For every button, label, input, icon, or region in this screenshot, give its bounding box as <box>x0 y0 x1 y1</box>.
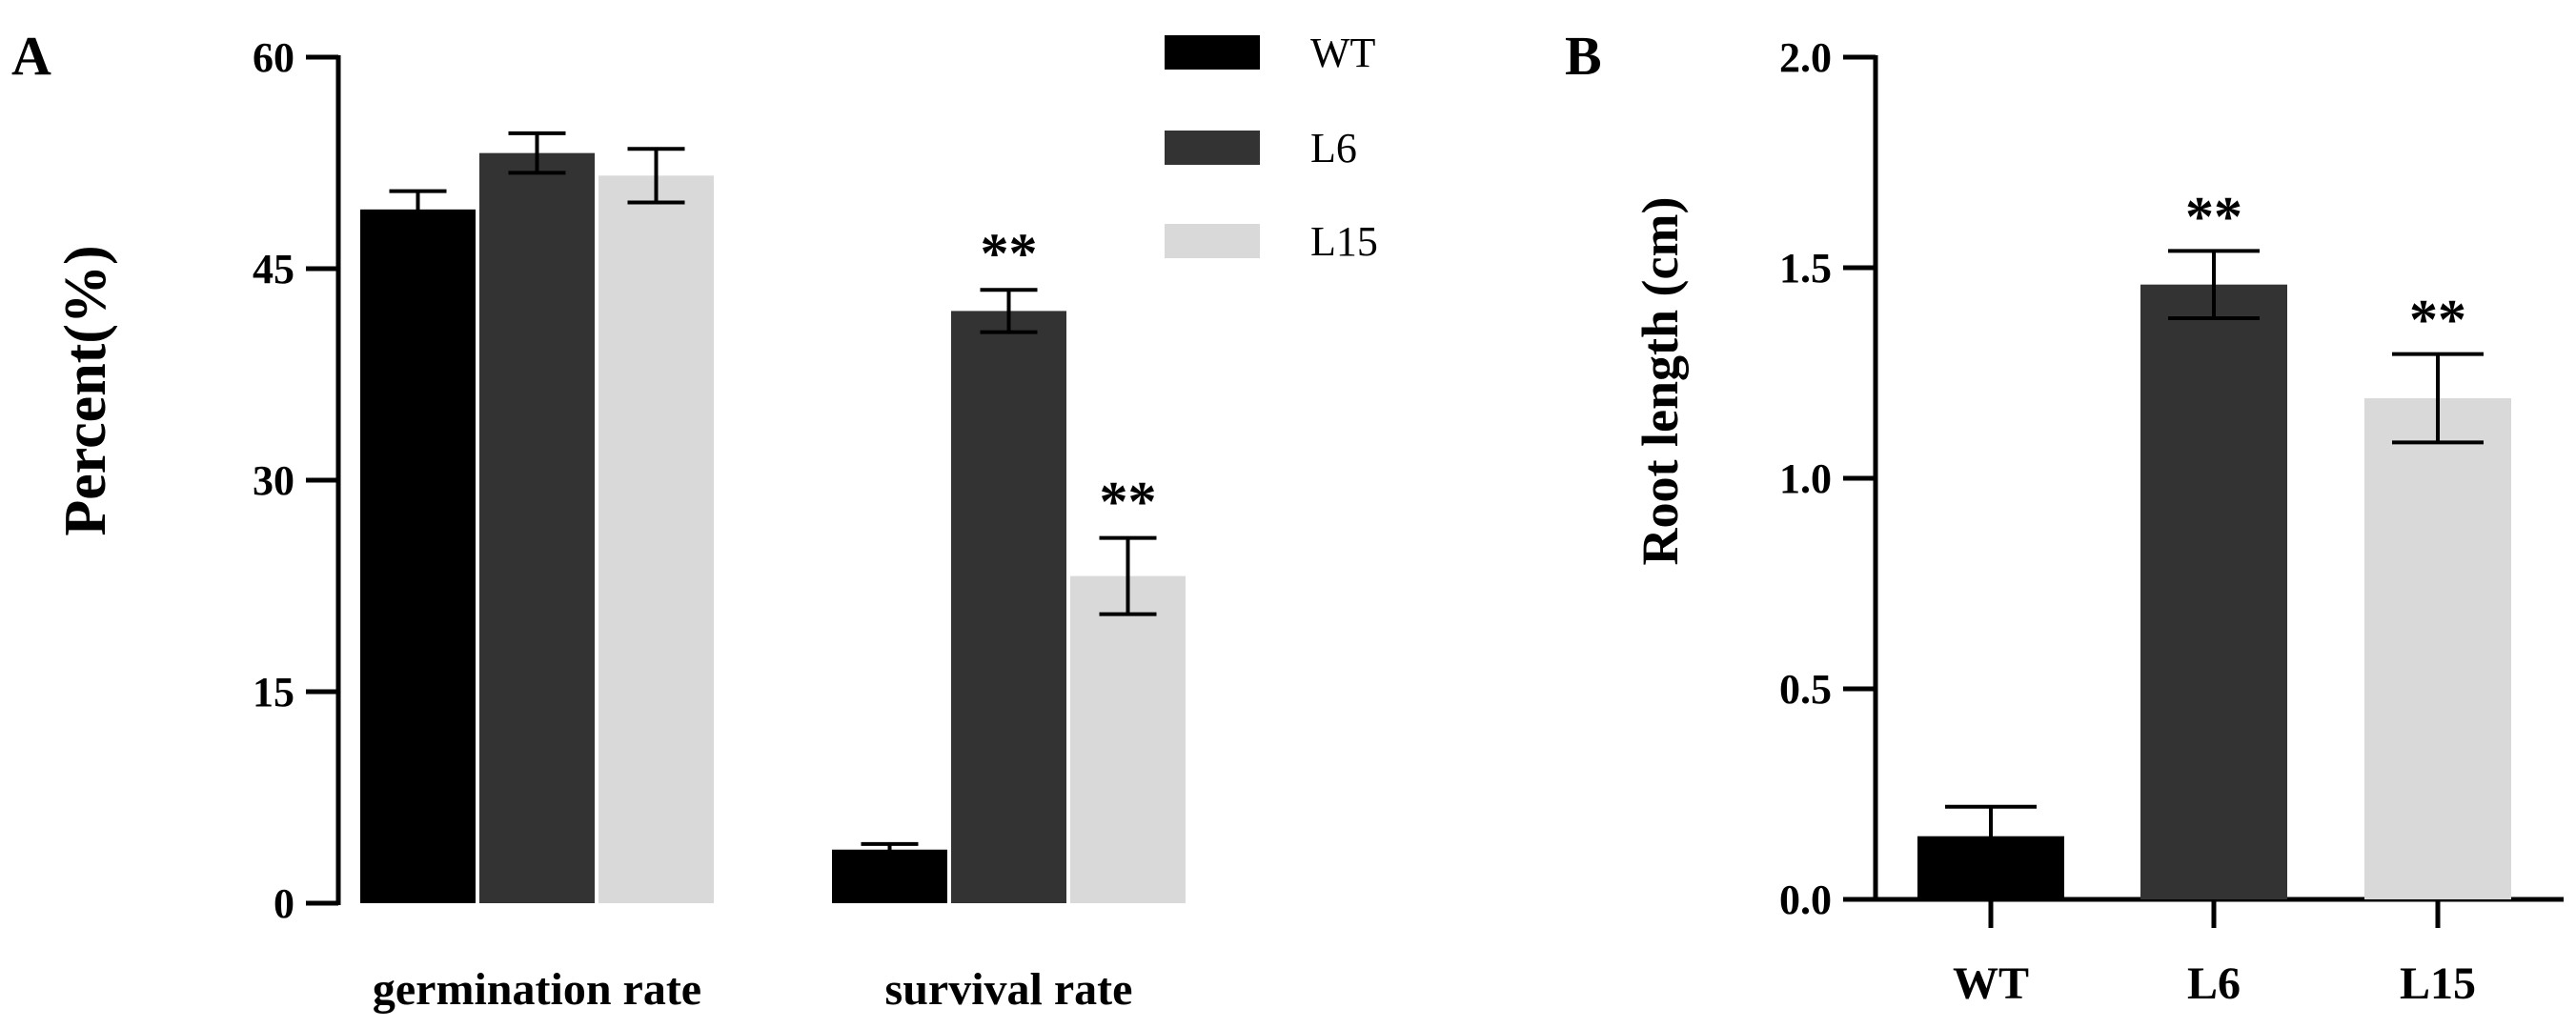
panel-a-y-tick-label: 0 <box>274 880 294 927</box>
panel-b-bar-l15 <box>2364 398 2511 899</box>
panel-b-letter: B <box>1565 25 1602 87</box>
panel-b-bar-l6 <box>2140 284 2287 899</box>
panel-b-y-tick-label: 2.0 <box>1779 34 1832 81</box>
panel-a-bar-l15-1 <box>1070 575 1186 903</box>
panel-a-bar-wt-1 <box>832 849 947 903</box>
panel-b-category-label: L6 <box>2187 958 2241 1009</box>
panel-b-y-tick-label: 1.5 <box>1779 245 1832 292</box>
panel-a-category-label: germination rate <box>373 964 701 1015</box>
panel-a-bar-l6-1 <box>951 311 1066 903</box>
panel-b-y-tick-label: 0.5 <box>1779 666 1832 713</box>
panel-b-y-tick-label: 1.0 <box>1779 455 1832 502</box>
panel-a-category-labels: germination rate survival rate <box>373 964 1133 1015</box>
panel-b-significance-l6: ** <box>2185 185 2242 248</box>
panel-a-legend-label-wt: WT <box>1310 30 1376 76</box>
panel-b-category-label: WT <box>1953 958 2029 1009</box>
panel-a-significance-l6-1: ** <box>981 222 1038 285</box>
panel-a-legend: WT L6 L15 <box>1165 30 1378 265</box>
panel-b-y-tick-label: 0.0 <box>1779 877 1832 923</box>
panel-a-legend-label-l6: L6 <box>1310 125 1357 171</box>
panel-b-category-labels: WT L6 L15 <box>1953 958 2476 1009</box>
panel-a-legend-label-l15: L15 <box>1310 218 1378 265</box>
panel-a-category-label: survival rate <box>885 964 1133 1015</box>
panel-b-bars: ** ** <box>1917 185 2511 899</box>
panel-a-y-tick-label: 45 <box>253 246 294 292</box>
panel-a-legend-swatch-wt <box>1165 35 1260 70</box>
panel-a-y-tick-label: 15 <box>253 669 294 716</box>
panel-b-category-label: L15 <box>2400 958 2476 1009</box>
panel-a-y-tick-label: 60 <box>253 34 294 81</box>
panel-a: A Percent(%) 0 15 30 45 60 ** ** germination … <box>11 25 1378 1015</box>
panel-b-y-axis-title: Root length (cm) <box>1632 197 1689 566</box>
panel-a-legend-swatch-l15 <box>1165 224 1260 258</box>
panel-a-bars: ** ** <box>360 131 1186 904</box>
panel-b: B Root length (cm) 0.0 0.5 1.0 1.5 2.0 **** … <box>1565 25 2564 1009</box>
panel-a-y-tick-label: 30 <box>253 457 294 504</box>
panel-b-significance-l15: ** <box>2409 289 2466 352</box>
panel-a-bar-wt-0 <box>360 209 476 904</box>
panel-a-significance-l15-1: ** <box>1100 471 1157 534</box>
panel-a-letter: A <box>11 25 51 87</box>
panel-a-bar-l6-0 <box>479 152 595 903</box>
panel-a-y-axis-title: Percent(%) <box>53 245 118 535</box>
panel-a-bar-l15-0 <box>598 175 714 903</box>
panel-a-y-axis: 0 15 30 45 60 <box>253 34 341 927</box>
panel-a-legend-swatch-l6 <box>1165 131 1260 165</box>
